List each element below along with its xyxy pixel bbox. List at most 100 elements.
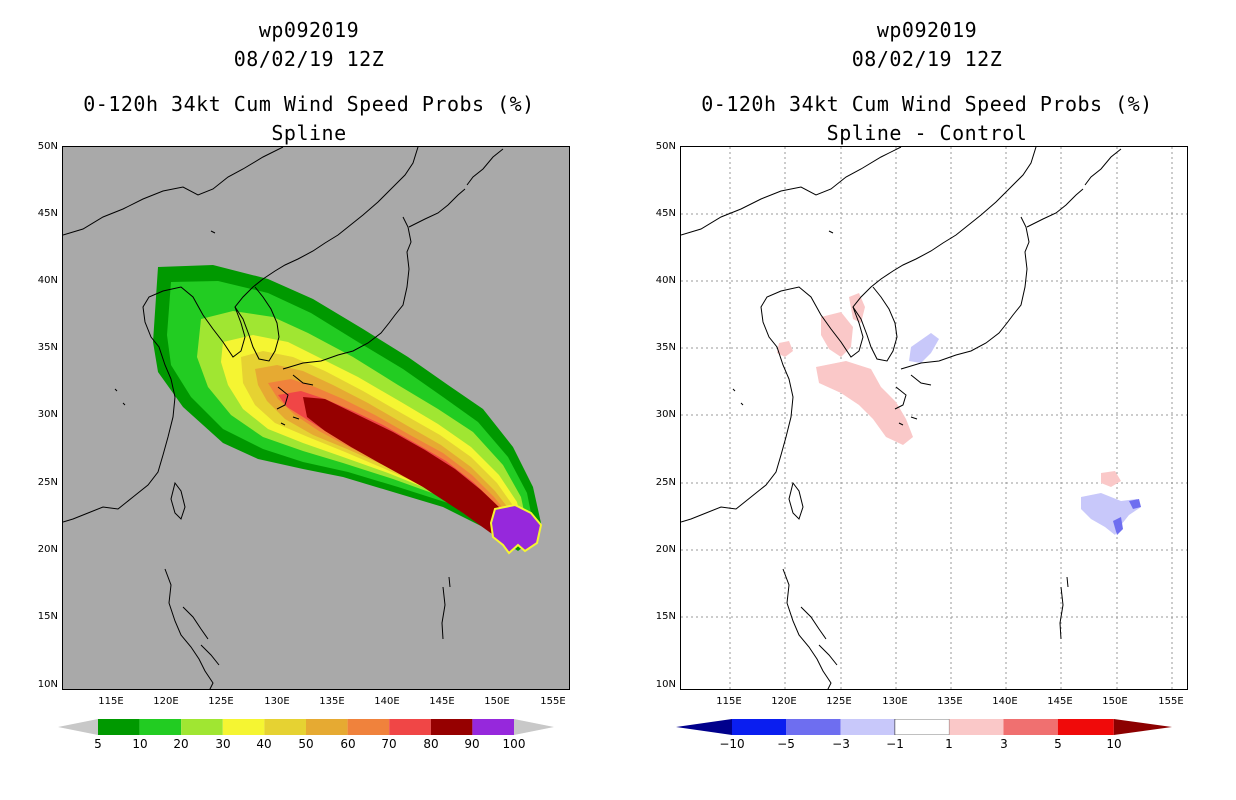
colorbar-label: −1	[886, 737, 904, 751]
colorbar-swatch	[732, 719, 787, 735]
colorbar-swatch	[347, 719, 390, 735]
lat-label: 25N	[655, 477, 676, 488]
colorbar-under-triangle	[58, 719, 98, 735]
lat-label: 45N	[37, 208, 58, 219]
colorbar-swatch	[222, 719, 265, 735]
colorbar-label: 30	[215, 737, 231, 751]
coast-taiwan	[170, 481, 186, 520]
lat-label: 40N	[655, 275, 676, 286]
coastlines	[63, 147, 504, 689]
coast-korea	[234, 286, 280, 362]
colorbar-label: 40	[256, 737, 272, 751]
product-title: 0-120h 34kt Cum Wind Speed Probs (%)	[701, 92, 1153, 116]
colorbar-label: 10	[1106, 737, 1122, 751]
lon-label: 130E	[264, 696, 290, 707]
panel-spline: wp092019 08/02/19 12Z 0-120h 34kt Cum Wi…	[37, 18, 570, 751]
lat-label: 10N	[655, 679, 676, 690]
negative-patch	[1129, 499, 1141, 509]
lon-label: 125E	[826, 696, 852, 707]
negative-patch	[1113, 517, 1123, 535]
lon-label: 125E	[208, 696, 234, 707]
lat-label: 20N	[655, 544, 676, 555]
negative-patch	[909, 333, 939, 363]
lon-label: 120E	[771, 696, 797, 707]
colorbar-swatch	[430, 719, 473, 735]
product-subtitle: Spline - Control	[826, 121, 1028, 145]
product-title: 0-120h 34kt Cum Wind Speed Probs (%)	[83, 92, 535, 116]
difference-map-svg	[681, 147, 1187, 689]
lat-label: 15N	[655, 611, 676, 622]
lon-label: 140E	[992, 696, 1018, 707]
colorbar-label: −3	[832, 737, 850, 751]
probability-map-svg	[63, 147, 543, 689]
coast-japan	[276, 148, 504, 410]
colorbar-label: 70	[381, 737, 397, 751]
positive-patch	[821, 312, 853, 357]
coast-asia-mainland	[681, 147, 1037, 523]
coast-philippines	[782, 568, 838, 689]
colorbar-swatch	[894, 719, 950, 735]
colorbar-over-triangle	[1113, 719, 1172, 735]
colorbar-label: 5	[94, 737, 102, 751]
lon-label: 120E	[153, 696, 179, 707]
positive-patch	[849, 293, 865, 323]
lat-label: 10N	[37, 679, 58, 690]
lat-label: 30N	[37, 409, 58, 420]
negative-patch	[1081, 493, 1141, 535]
lat-label: 15N	[37, 611, 58, 622]
colorbar-swatch	[840, 719, 895, 735]
colorbar-label: 5	[1054, 737, 1062, 751]
colorbar-probability	[58, 719, 554, 735]
panel-spline-minus-control: wp092019 08/02/19 12Z 0-120h 34kt Cum Wi…	[618, 0, 1236, 800]
band-90-100	[489, 503, 543, 555]
probability-swath	[153, 265, 543, 555]
colorbar-swatch	[1003, 719, 1058, 735]
colorbar-difference	[676, 719, 1172, 735]
lat-label: 25N	[37, 477, 58, 488]
colorbar-under-triangle	[676, 719, 732, 735]
forecast-time-title: 08/02/19 12Z	[233, 47, 385, 71]
colorbar-label: −10	[719, 737, 745, 751]
colorbar-swatch	[264, 719, 306, 735]
colorbar-label: 10	[132, 737, 148, 751]
lat-label: 35N	[37, 342, 58, 353]
lat-label: 45N	[655, 208, 676, 219]
lat-label: 35N	[655, 342, 676, 353]
band-80	[303, 397, 515, 539]
positive-patch	[777, 341, 793, 357]
colorbar-label: 50	[298, 737, 314, 751]
lat-label: 50N	[37, 141, 58, 152]
lon-label: 155E	[1158, 696, 1184, 707]
colorbar-swatch	[181, 719, 223, 735]
colorbar-label: 80	[423, 737, 439, 751]
difference-patches	[777, 293, 1141, 535]
coast-islands	[114, 230, 451, 640]
colorbar-label: 3	[1000, 737, 1008, 751]
coastlines	[681, 147, 1122, 689]
coast-philippines	[164, 568, 220, 689]
lat-label: 20N	[37, 544, 58, 555]
colorbar-label: 90	[464, 737, 480, 751]
colorbar-swatch	[949, 719, 1004, 735]
lon-label: 150E	[484, 696, 510, 707]
gridlines	[681, 147, 1187, 689]
colorbar-swatch	[786, 719, 841, 735]
coast-japan	[894, 148, 1122, 410]
colorbar-label: −5	[777, 737, 795, 751]
lon-label: 145E	[1047, 696, 1073, 707]
positive-patch	[816, 361, 913, 445]
colorbar-swatch	[1057, 719, 1114, 735]
colorbar-swatch	[389, 719, 431, 735]
colorbar-swatch	[139, 719, 182, 735]
lat-label: 50N	[655, 141, 676, 152]
lon-label: 115E	[716, 696, 742, 707]
product-subtitle: Spline	[271, 121, 347, 145]
difference-map	[680, 146, 1188, 690]
lon-label: 150E	[1102, 696, 1128, 707]
positive-patch	[1101, 471, 1121, 487]
lon-label: 140E	[374, 696, 400, 707]
colorbar-swatch	[472, 719, 514, 735]
lat-label: 40N	[37, 275, 58, 286]
lon-label: 145E	[429, 696, 455, 707]
forecast-time-title: 08/02/19 12Z	[851, 47, 1003, 71]
